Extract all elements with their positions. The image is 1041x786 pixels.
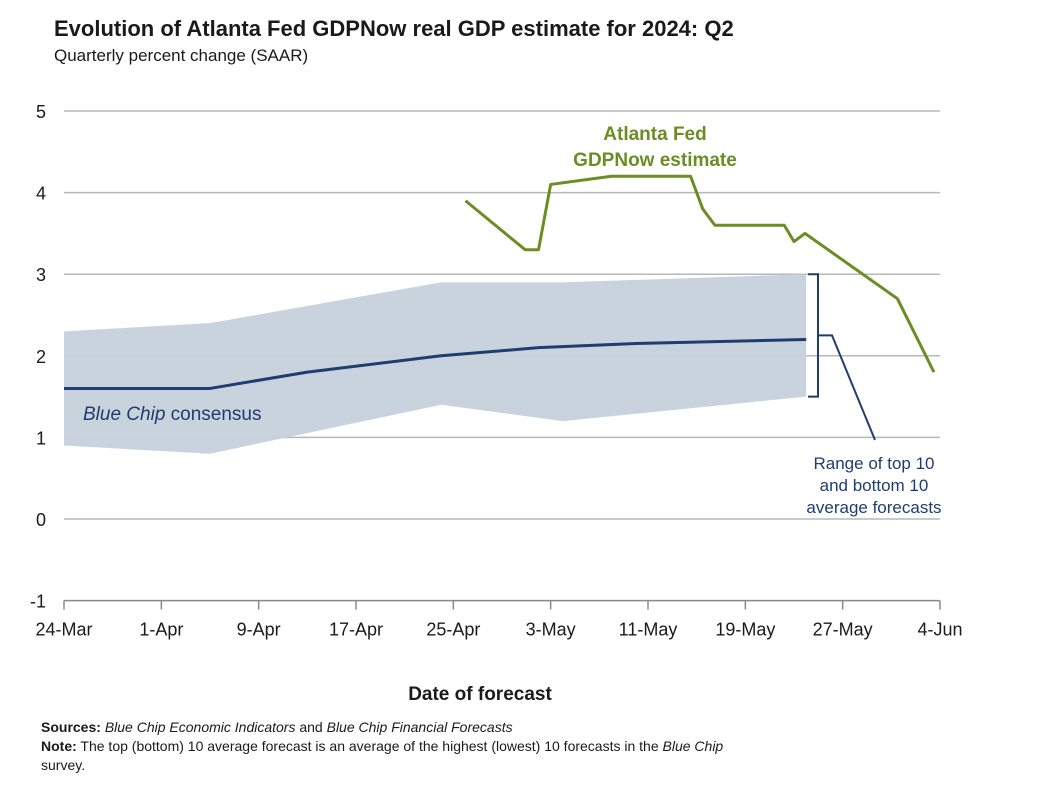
- gdpnow-series-line: [464, 174, 936, 373]
- notes: Sources: Blue Chip Economic Indicators a…: [41, 718, 921, 775]
- y-tick-label: 3: [36, 265, 46, 285]
- y-tick-label: 1: [36, 428, 46, 448]
- note-label: Note:: [41, 738, 77, 754]
- note-line: Note: The top (bottom) 10 average foreca…: [41, 737, 921, 775]
- chart-canvas: 5 4 3 2 1 0 -1 24-Mar 1-Apr 9-Apr 17-Apr 25-Apr 3-M…: [30, 102, 963, 640]
- series-lines: [64, 174, 936, 390]
- range-annotation-line: average forecasts: [806, 498, 941, 517]
- y-axis-ticks: 5 4 3 2 1 0 -1: [30, 102, 46, 612]
- range-leader-line: [818, 334, 876, 441]
- x-tick-label: 17-Apr: [329, 620, 383, 640]
- chart-subtitle: Quarterly percent change (SAAR): [54, 46, 309, 65]
- x-tick-label: 25-Apr: [426, 620, 480, 640]
- gdpnow-annotation-line: GDPNow estimate: [573, 150, 737, 171]
- sources-title-1: Blue Chip Economic Indicators: [104, 719, 296, 735]
- range-band-area: [64, 274, 807, 454]
- note-text-2: survey.: [41, 757, 86, 773]
- range-annotation-line: and bottom 10: [820, 476, 929, 495]
- bluechip-series-line: [64, 337, 807, 390]
- x-tick-label: 3-May: [526, 620, 576, 640]
- x-tick-label: 19-May: [715, 620, 775, 640]
- sources-line: Sources: Blue Chip Economic Indicators a…: [41, 718, 921, 737]
- x-axis-label: Date of forecast: [408, 684, 552, 705]
- sources-and: and: [295, 719, 327, 735]
- gdpnow-annotation-line: Atlanta Fed: [603, 124, 706, 145]
- x-tick-label: 4-Jun: [917, 620, 962, 640]
- x-tick-label: 1-Apr: [139, 620, 183, 640]
- note-italic: Blue Chip: [662, 738, 724, 754]
- sources-label: Sources:: [41, 719, 101, 735]
- x-tick-label: 11-May: [619, 620, 678, 640]
- bluechip-annotation-rest: consensus: [165, 404, 261, 425]
- chart-title: Evolution of Atlanta Fed GDPNow real GDP…: [54, 16, 734, 41]
- y-tick-label: -1: [30, 592, 46, 612]
- bluechip-annotation: Blue Chip consensus: [83, 404, 262, 425]
- x-tick-label: 24-Mar: [35, 620, 92, 640]
- forecast-range-band: [64, 274, 807, 454]
- y-tick-label: 2: [36, 347, 46, 367]
- y-tick-label: 5: [36, 102, 46, 122]
- y-tick-label: 0: [36, 510, 46, 530]
- range-annotation-line: Range of top 10: [814, 454, 935, 473]
- note-text-1: The top (bottom) 10 average forecast is …: [76, 738, 663, 754]
- x-tick-label: 27-May: [813, 620, 873, 640]
- bluechip-annotation-italic: Blue Chip: [83, 404, 165, 425]
- x-axis: 24-Mar 1-Apr 9-Apr 17-Apr 25-Apr 3-May 11-May 1…: [35, 599, 963, 640]
- annotations: Atlanta Fed GDPNow estimate Blue Chip cons…: [83, 124, 942, 517]
- sources-title-2: Blue Chip Financial Forecasts: [326, 719, 513, 735]
- y-tick-label: 4: [36, 184, 46, 204]
- x-tick-label: 9-Apr: [237, 620, 281, 640]
- range-bracket: [808, 273, 819, 398]
